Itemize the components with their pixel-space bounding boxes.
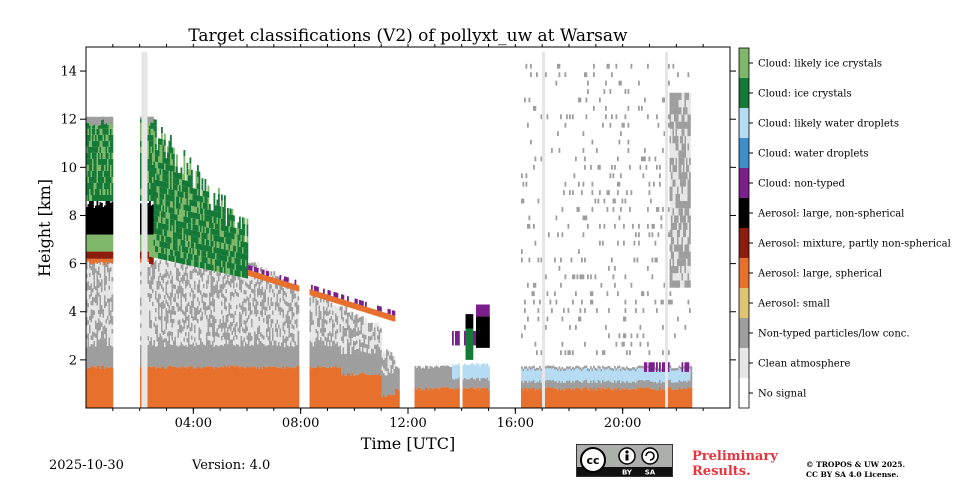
x-tick-label: 08:00 bbox=[282, 416, 319, 431]
legend-swatch bbox=[739, 228, 749, 258]
license-line1: © TROPOS & UW 2025. bbox=[806, 460, 906, 469]
legend-label: Cloud: likely water droplets bbox=[758, 119, 899, 130]
y-tick-label: 2 bbox=[69, 353, 77, 368]
plot-area bbox=[86, 51, 693, 409]
legend-swatch bbox=[739, 378, 749, 408]
y-tick-label: 12 bbox=[60, 113, 77, 128]
legend-swatch bbox=[739, 78, 749, 108]
colorbar-frame bbox=[738, 47, 750, 409]
y-tick-label: 4 bbox=[69, 305, 77, 320]
date-label: 2025-10-30 bbox=[49, 458, 124, 473]
preliminary-notice: Preliminary Results. bbox=[692, 449, 778, 479]
legend-label: Aerosol: mixture, partly non-spherical bbox=[757, 239, 951, 250]
legend-label: Cloud: ice crystals bbox=[758, 89, 852, 100]
y-tick-label: 8 bbox=[69, 209, 77, 224]
cc-by-sa-badge: cc BY SA bbox=[576, 444, 673, 477]
y-tick-label: 6 bbox=[69, 257, 77, 272]
legend-label: Aerosol: large, non-spherical bbox=[757, 209, 904, 220]
share-alike-icon bbox=[641, 447, 659, 465]
x-tick-label: 12:00 bbox=[389, 416, 426, 431]
y-tick-label: 10 bbox=[60, 161, 77, 176]
legend-label: Clean atmosphere bbox=[758, 359, 851, 370]
y-axis-label: Height [km] bbox=[35, 179, 54, 277]
legend-label: Aerosol: small bbox=[757, 299, 830, 310]
legend-label: Aerosol: large, spherical bbox=[757, 269, 882, 280]
cc-icon bbox=[580, 447, 606, 473]
legend-swatch bbox=[739, 108, 749, 138]
legend-swatch bbox=[739, 138, 749, 168]
legend-label: Non-typed particles/low conc. bbox=[758, 329, 910, 340]
legend-label: Cloud: water droplets bbox=[758, 149, 869, 160]
legend-swatch bbox=[739, 48, 749, 78]
legend-label: Cloud: non-typed bbox=[758, 179, 846, 190]
x-tick-label: 20:00 bbox=[604, 416, 641, 431]
legend-swatch bbox=[739, 318, 749, 348]
legend-label: No signal bbox=[758, 389, 806, 400]
chart-title: Target classifications (V2) of pollyxt_u… bbox=[188, 26, 628, 46]
preliminary-line1: Preliminary bbox=[692, 449, 778, 464]
legend-swatch bbox=[739, 168, 749, 198]
axes: 04:00 08:00 12:00 16:00 20:00 2 4 6 8 10 12 14 bbox=[60, 44, 736, 431]
legend-label: Cloud: likely ice crystals bbox=[758, 59, 882, 70]
x-tick-label: 16:00 bbox=[497, 416, 534, 431]
legend-swatch bbox=[739, 348, 749, 378]
x-axis-label: Time [UTC] bbox=[361, 434, 455, 453]
legend-swatch bbox=[739, 198, 749, 228]
license-notice: © TROPOS & UW 2025. CC BY SA 4.0 License… bbox=[806, 460, 905, 480]
legend-swatch bbox=[739, 288, 749, 318]
preliminary-line2: Results. bbox=[692, 464, 751, 479]
y-tick-label: 14 bbox=[60, 65, 77, 80]
x-tick-label: 04:00 bbox=[175, 416, 212, 431]
colorbar-legend: Cloud: likely ice crystals Cloud: ice cry… bbox=[738, 47, 951, 409]
license-line2: CC BY SA 4.0 License. bbox=[806, 470, 899, 479]
legend-swatch bbox=[739, 258, 749, 288]
version-label: Version: 4.0 bbox=[192, 458, 271, 473]
